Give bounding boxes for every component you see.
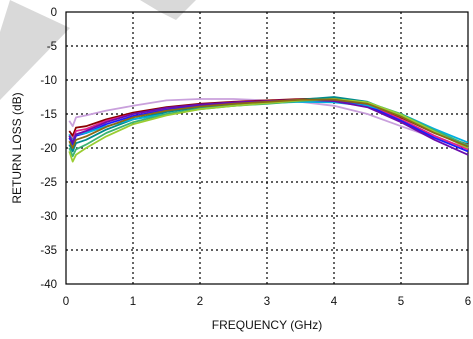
series-line-1: [68, 98, 469, 149]
x-tick-label: 0: [63, 296, 69, 308]
series-line-7: [68, 98, 469, 156]
series-group: [68, 96, 469, 163]
series-line-9: [68, 98, 469, 163]
x-tick-label: 3: [264, 296, 270, 308]
y-tick-label: 0: [51, 7, 57, 19]
y-tick-label: -40: [40, 279, 57, 291]
watermark-stroke: [140, 0, 196, 20]
x-tick-label: 6: [465, 296, 471, 308]
x-tick-label: 4: [331, 296, 338, 308]
y-tick-label: -15: [40, 109, 57, 121]
y-axis-label: RETURN LOSS (dB): [10, 92, 24, 203]
series-line-10: [68, 98, 469, 149]
watermark-stroke: [0, 0, 70, 100]
y-tick-label: -10: [40, 75, 57, 87]
tick-labels: 0 1 2 3 4 5 6 0 -5 -10 -15 -20 -25 -30 -35 -40: [40, 7, 471, 308]
series-line-8: [68, 98, 469, 158]
y-tick-label: -25: [40, 177, 57, 189]
y-tick-label: -35: [40, 245, 57, 257]
x-tick-label: 5: [398, 296, 404, 308]
x-tick-label: 1: [130, 296, 136, 308]
x-tick-label: 2: [197, 296, 203, 308]
x-axis-label: FREQUENCY (GHz): [212, 318, 322, 332]
y-tick-label: -20: [40, 143, 57, 155]
y-tick-label: -5: [47, 41, 57, 53]
grid: [66, 12, 468, 284]
y-tick-label: -30: [40, 211, 57, 223]
